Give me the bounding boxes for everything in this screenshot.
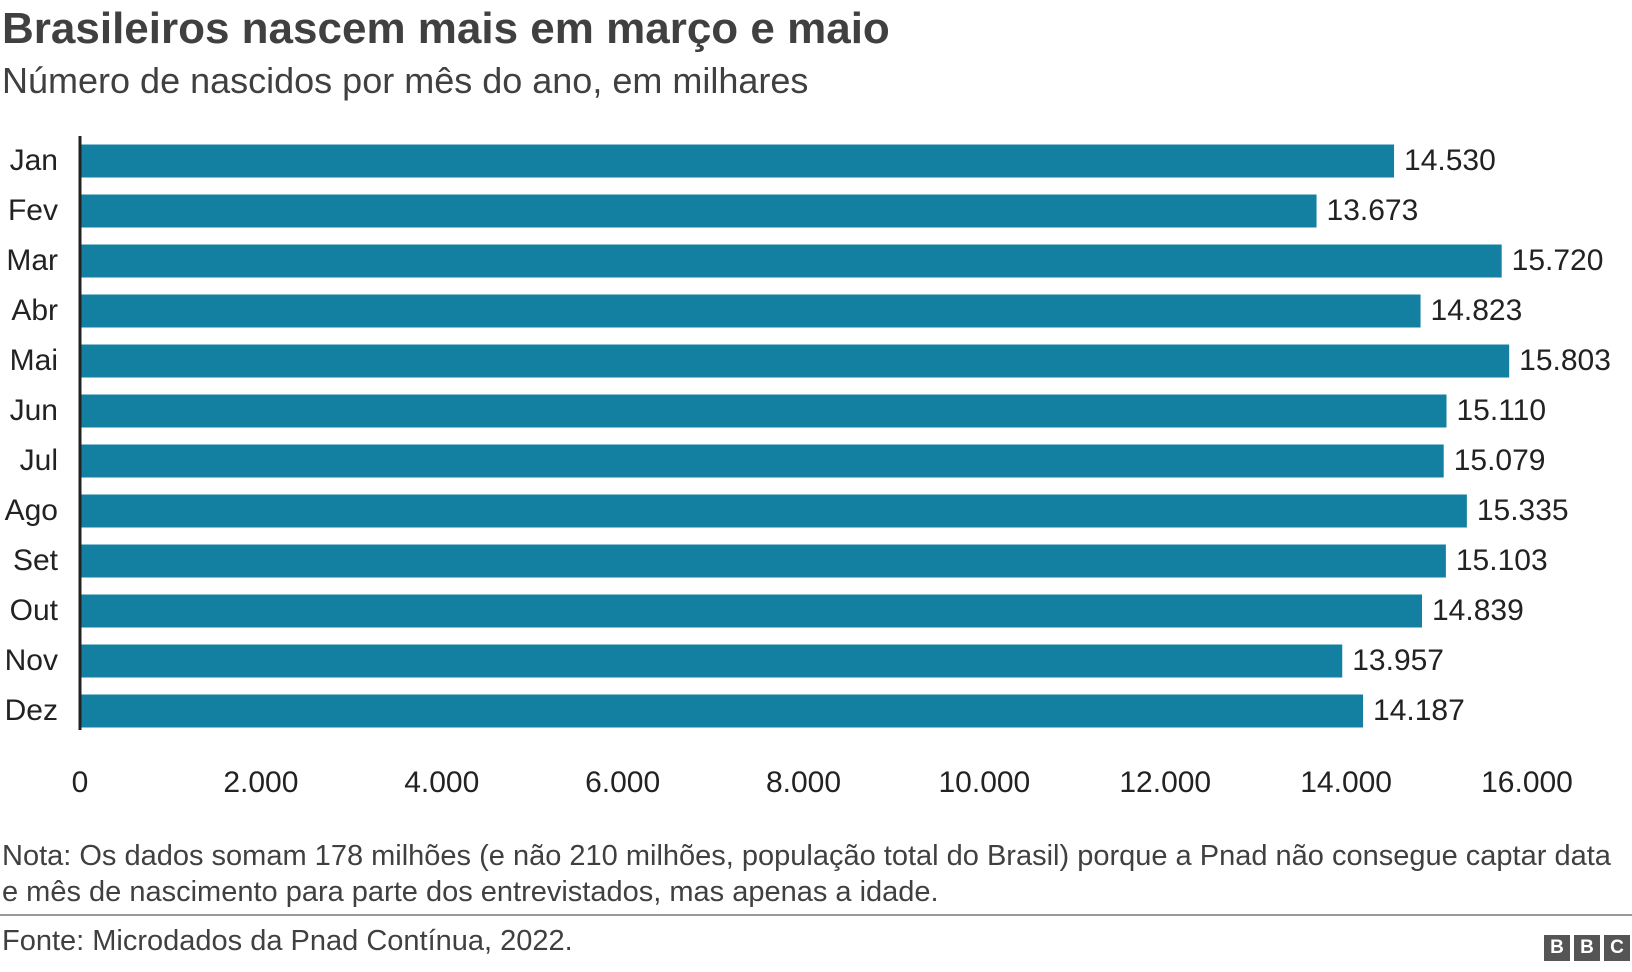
y-tick-label: Mai: [10, 344, 58, 377]
y-tick-label: Mar: [6, 244, 58, 277]
bar: [80, 494, 1467, 528]
logo-letter: B: [1574, 935, 1600, 961]
y-tick-label: Set: [13, 544, 59, 577]
value-label: 14.187: [1373, 694, 1465, 727]
chart-title: Brasileiros nascem mais em março e maio: [2, 4, 890, 53]
chart-subtitle: Número de nascidos por mês do ano, em mi…: [2, 60, 809, 101]
note: Nota: Os dados somam 178 milhões (e não …: [2, 840, 1611, 908]
x-tick-label: 8.000: [766, 766, 841, 799]
bar: [80, 294, 1421, 328]
bar: [80, 544, 1446, 578]
bar: [80, 144, 1395, 178]
value-label: 14.530: [1404, 144, 1496, 177]
value-label: 15.103: [1456, 544, 1548, 577]
value-label: 14.839: [1432, 594, 1524, 627]
value-label: 15.110: [1457, 394, 1547, 427]
bar: [80, 694, 1364, 728]
x-tick-label: 2.000: [223, 766, 298, 799]
value-label: 15.079: [1454, 444, 1546, 477]
x-tick-label: 14.000: [1300, 766, 1392, 799]
bar: [80, 344, 1510, 378]
x-tick-label: 6.000: [585, 766, 660, 799]
bar: [80, 644, 1343, 678]
x-tick-label: 10.000: [938, 766, 1030, 799]
bar: [80, 594, 1423, 628]
bar: [80, 444, 1444, 478]
source: Fonte: Microdados da Pnad Contínua, 2022…: [2, 925, 573, 957]
y-tick-label: Ago: [5, 494, 58, 527]
chart: 0 2.000 4.000 6.000 8.000 10.000 12.000 14.000 1…: [5, 136, 1611, 799]
bar: [80, 194, 1317, 228]
y-tick-label: Fev: [8, 194, 58, 227]
y-tick-label: Jan: [10, 144, 58, 177]
y-tick-label: Dez: [5, 694, 58, 727]
y-tick-label: Jun: [10, 394, 58, 427]
value-label: 15.803: [1519, 344, 1611, 377]
logo-letter: B: [1544, 935, 1570, 961]
x-tick-label: 4.000: [404, 766, 479, 799]
x-tick-label: 12.000: [1119, 766, 1211, 799]
x-tick-label: 16.000: [1481, 766, 1573, 799]
bar: [80, 244, 1502, 278]
y-tick-label: Nov: [5, 644, 58, 677]
x-tick-label: 0: [72, 766, 89, 799]
logo: B B C: [1544, 935, 1630, 961]
value-label: 15.720: [1512, 244, 1604, 277]
value-label: 14.823: [1431, 294, 1523, 327]
value-label: 13.673: [1327, 194, 1419, 227]
value-label: 15.335: [1477, 494, 1569, 527]
logo-letter: C: [1604, 935, 1630, 961]
divider: [0, 914, 1632, 916]
bar: [80, 394, 1447, 428]
value-label: 13.957: [1352, 644, 1444, 677]
y-tick-label: Abr: [11, 294, 58, 327]
y-tick-label: Jul: [20, 444, 58, 477]
y-tick-label: Out: [10, 594, 59, 627]
